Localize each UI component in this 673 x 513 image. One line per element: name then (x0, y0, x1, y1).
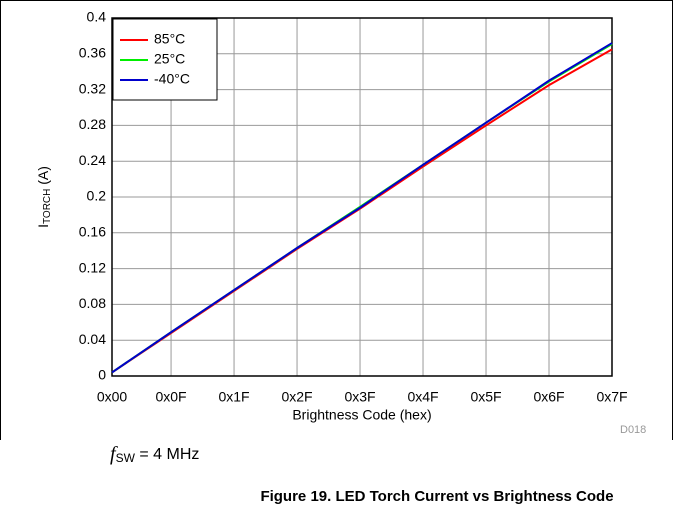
note-sub: SW (116, 451, 136, 465)
y-tick-label: 0.2 (87, 188, 107, 204)
y-label-sub: TORCH (42, 189, 53, 224)
x-tick-label: 0x0F (155, 389, 186, 405)
y-label-main: I (35, 224, 51, 228)
y-label-unit: (A) (35, 166, 51, 189)
note-main: f (110, 443, 118, 465)
y-tick-label: 0.16 (79, 224, 106, 240)
y-tick-label: 0.32 (79, 80, 106, 96)
y-tick-label: 0.28 (79, 116, 106, 132)
plot-border (111, 17, 613, 377)
note: fSW = 4 MHz (110, 443, 199, 466)
y-tick-label: 0.4 (87, 9, 107, 25)
x-tick-label: 0x4F (407, 389, 438, 405)
x-tick-label: 0x3F (344, 389, 375, 405)
chart-title: Figure 19. LED Torch Current vs Brightne… (260, 488, 613, 505)
legend-label: -40°C (154, 71, 190, 87)
y-axis-label: ITORCH (A) (35, 166, 53, 228)
x-tick-label: 0x5F (470, 389, 501, 405)
y-tick-label: 0.36 (79, 45, 106, 61)
y-tick-label: 0.12 (79, 259, 106, 275)
x-tick-label: 0x7F (596, 389, 627, 405)
y-tick-label: 0 (98, 367, 106, 383)
legend-label: 85°C (154, 31, 185, 47)
x-tick-label: 0x1F (218, 389, 249, 405)
y-tick-label: 0.04 (79, 331, 106, 347)
figure-code: D018 (620, 424, 646, 436)
y-tick-label: 0.08 (79, 295, 106, 311)
y-tick-label: 0.24 (79, 152, 106, 168)
x-tick-label: 0x2F (281, 389, 312, 405)
series-line (111, 42, 613, 374)
x-tick-label: 0x00 (97, 389, 128, 405)
note-rest: = 4 MHz (135, 446, 199, 463)
x-tick-label: 0x6F (533, 389, 564, 405)
legend-label: 25°C (154, 51, 185, 67)
x-axis-label: Brightness Code (hex) (292, 407, 431, 423)
